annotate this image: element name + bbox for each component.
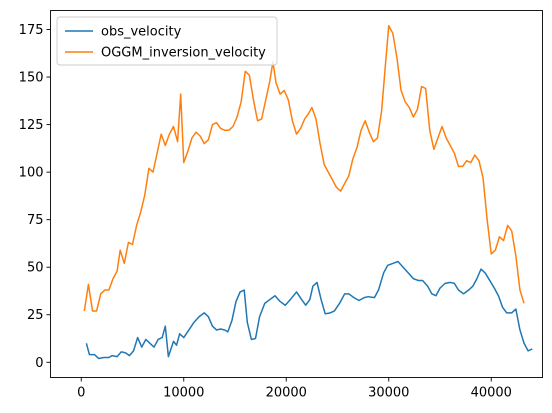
axis-layer: 0 10000 20000 30000 40000 0 25 50 75 100 125 150 175 bbox=[19, 23, 512, 400]
y-tick-label: 150 bbox=[19, 71, 44, 86]
y-tick-label: 0 bbox=[35, 356, 43, 371]
plot-frame bbox=[50, 10, 543, 378]
legend-label: OGGM_inversion_velocity bbox=[101, 46, 266, 61]
y-tick-label: 75 bbox=[27, 213, 44, 228]
y-tick-label: 100 bbox=[19, 166, 44, 181]
legend: obs_velocity OGGM_inversion_velocity bbox=[56, 16, 278, 66]
y-tick-label: 50 bbox=[27, 261, 44, 276]
x-tick-label: 40000 bbox=[471, 386, 512, 401]
series-layer bbox=[83, 24, 533, 360]
series-line-obs_velocity bbox=[85, 260, 533, 360]
legend-box bbox=[56, 16, 278, 66]
x-tick-label: 10000 bbox=[163, 386, 204, 401]
legend-label: obs_velocity bbox=[101, 25, 182, 40]
series-line-OGGM_inversion_velocity bbox=[83, 24, 525, 312]
x-tick-label: 20000 bbox=[266, 386, 307, 401]
x-tick-label: 30000 bbox=[368, 386, 409, 401]
y-tick-label: 125 bbox=[19, 118, 44, 133]
y-tick-label: 25 bbox=[27, 308, 44, 323]
y-tick-label: 175 bbox=[19, 23, 44, 38]
x-tick-label: 0 bbox=[77, 386, 85, 401]
